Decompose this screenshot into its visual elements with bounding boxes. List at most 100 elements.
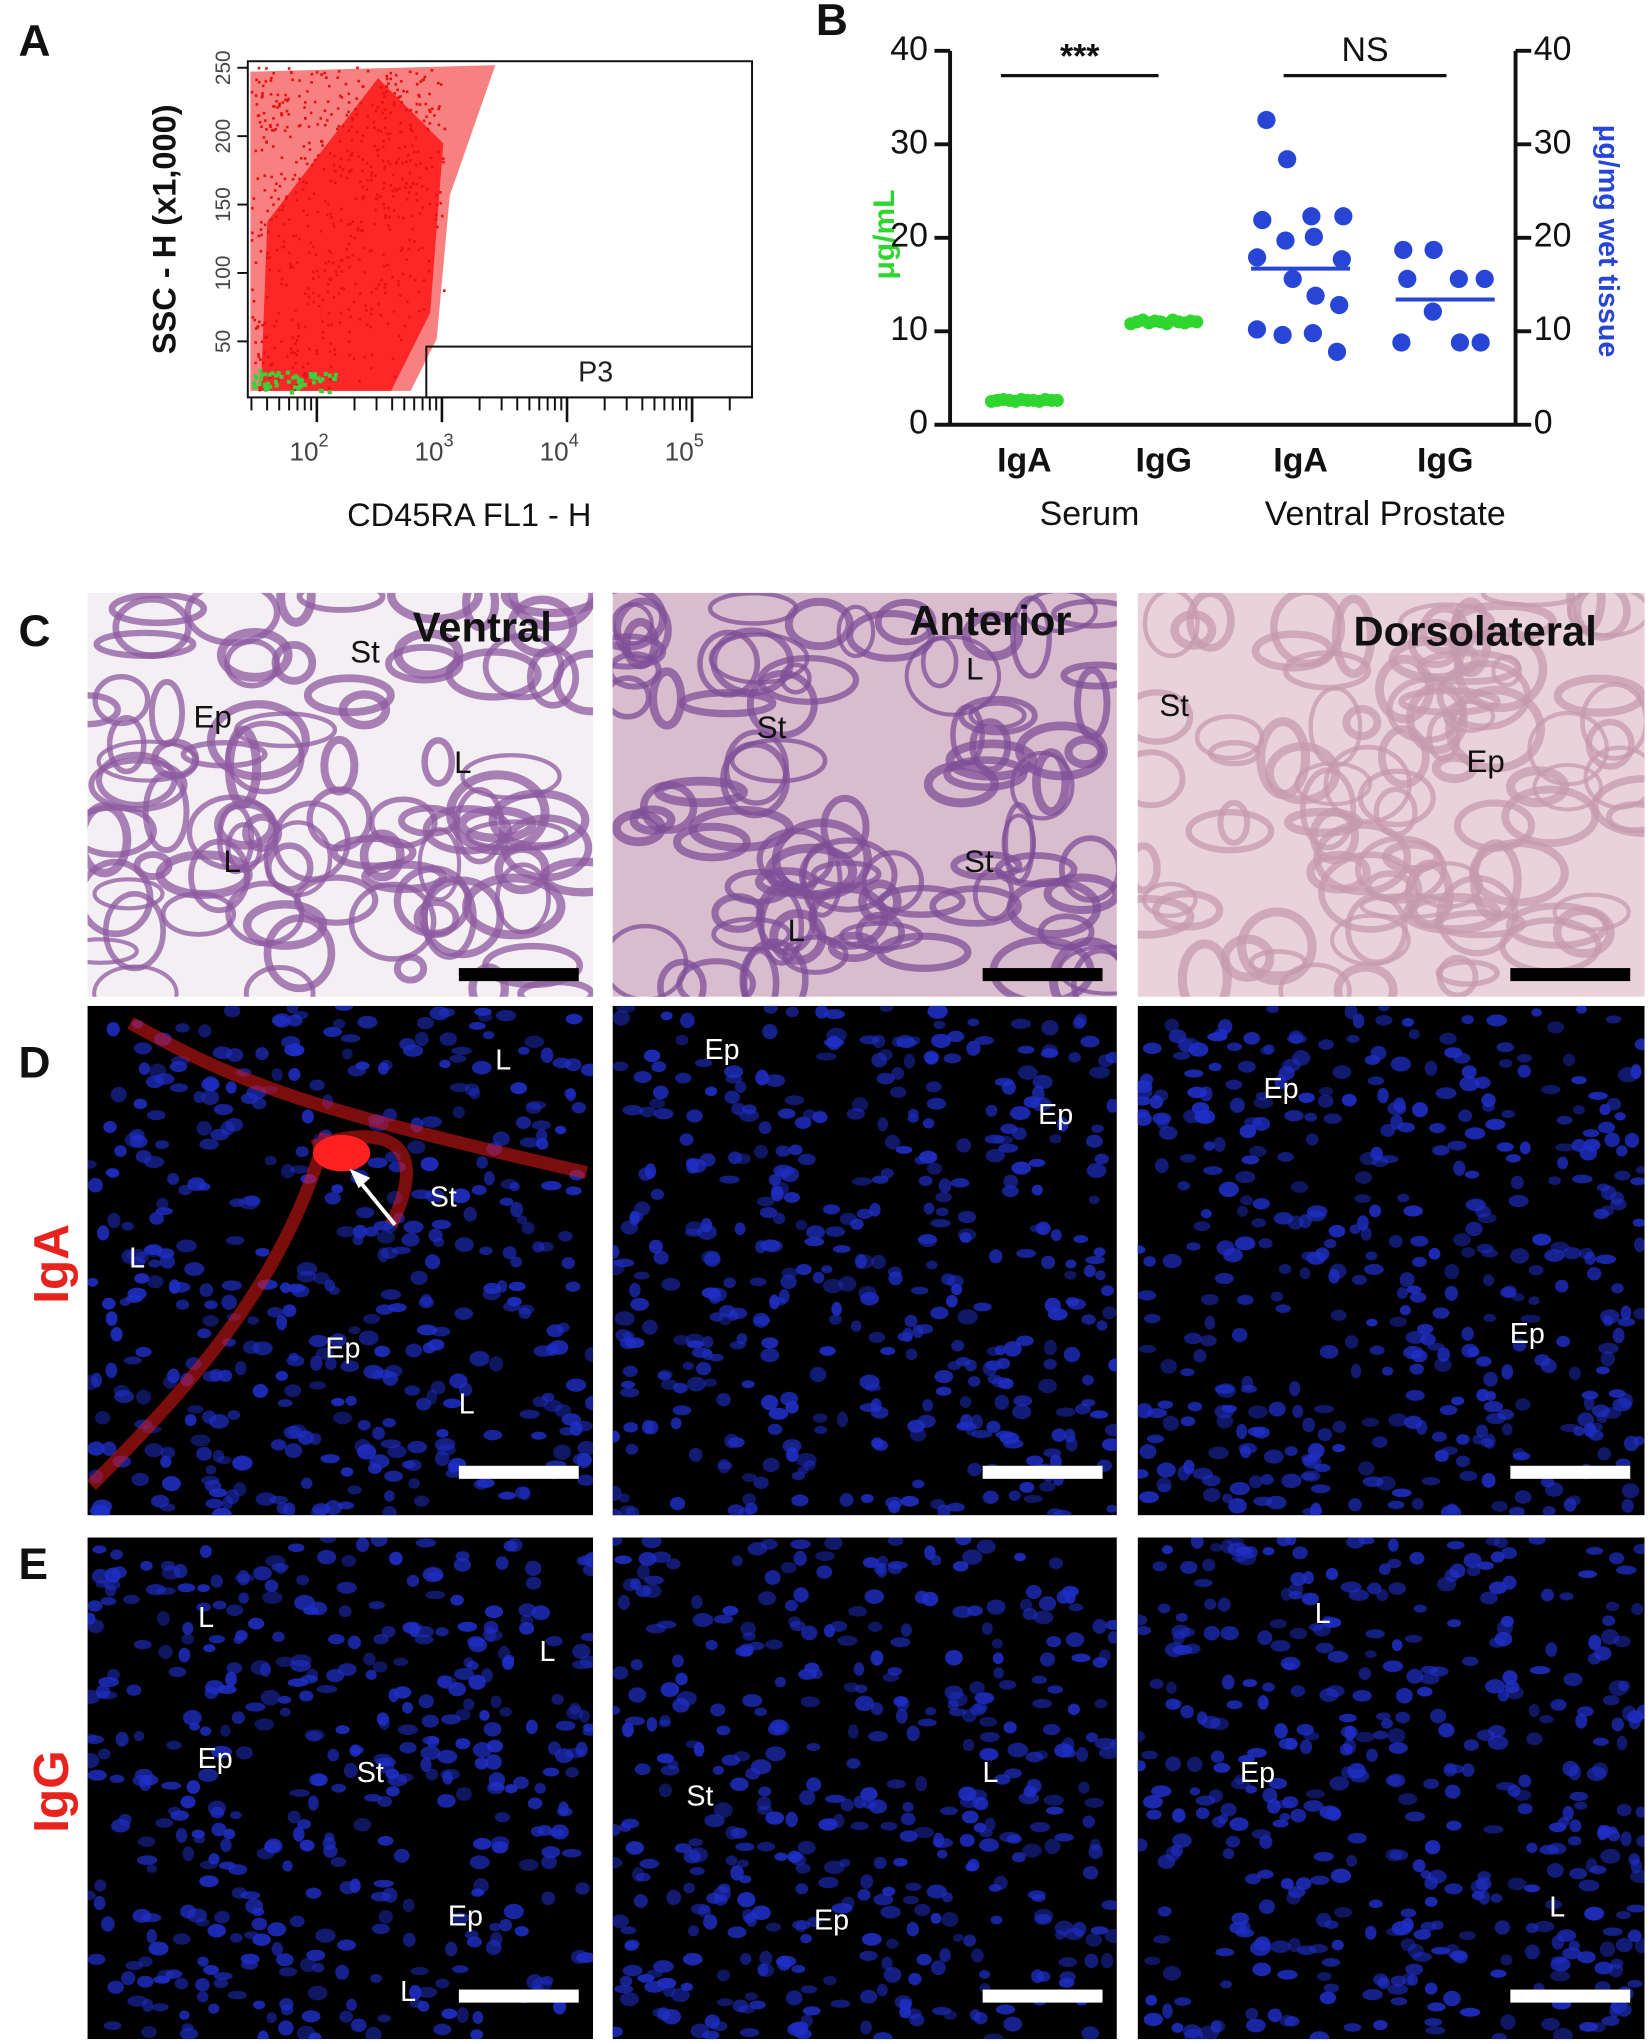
nucleus	[355, 1207, 375, 1219]
nucleus	[1428, 1247, 1441, 1260]
nucleus	[1343, 2023, 1362, 2032]
nucleus	[756, 1196, 775, 1207]
nucleus	[223, 1005, 241, 1018]
event-dot	[293, 173, 297, 177]
nucleus	[156, 1197, 169, 1211]
nucleus	[358, 1330, 379, 1346]
nucleus	[1409, 1363, 1424, 1375]
nucleus	[417, 2000, 430, 2012]
event-dot	[334, 270, 338, 274]
nucleus	[1550, 1698, 1567, 1711]
nucleus	[890, 1637, 911, 1648]
nucleus	[1464, 1170, 1480, 1179]
nucleus	[669, 1496, 686, 1511]
nucleus	[1266, 1005, 1279, 1013]
nucleus	[1575, 1713, 1588, 1729]
nucleus	[887, 1666, 903, 1676]
nucleus	[896, 1037, 918, 1048]
event-dot	[349, 170, 352, 173]
nucleus	[242, 1340, 260, 1355]
nucleus	[1195, 1807, 1210, 1820]
nucleus	[937, 1504, 951, 1516]
nucleus	[1595, 1254, 1617, 1265]
nucleus	[1094, 1699, 1108, 1709]
event-dot	[280, 172, 283, 176]
nucleus	[903, 1895, 919, 1905]
event-dot	[285, 109, 289, 113]
tissue-structure	[87, 937, 139, 965]
nucleus	[550, 1824, 569, 1840]
nucleus	[510, 1256, 523, 1268]
nucleus	[985, 1148, 1006, 1163]
event-dot	[398, 294, 402, 297]
nucleus	[750, 1759, 772, 1775]
event-dot	[256, 114, 260, 118]
nucleus	[1033, 1610, 1054, 1625]
nucleus	[561, 1848, 582, 1858]
tissue-structure	[1405, 683, 1468, 755]
nucleus	[660, 1682, 680, 1698]
nucleus	[555, 1720, 576, 1731]
nucleus	[363, 1364, 384, 1379]
nucleus	[1425, 2026, 1446, 2035]
nucleus	[1106, 1504, 1117, 1513]
nucleus	[565, 1281, 581, 1292]
nucleus	[1323, 1113, 1342, 1124]
nucleus	[708, 1288, 722, 1304]
tissue-structure	[460, 753, 562, 800]
event-dot	[275, 99, 278, 103]
nucleus	[900, 1812, 916, 1826]
nucleus	[1476, 1243, 1494, 1254]
nucleus	[287, 1810, 301, 1824]
event-dot	[400, 131, 404, 134]
nucleus	[425, 1590, 446, 1600]
nucleus	[962, 1549, 983, 1565]
event-dot	[277, 197, 280, 201]
nucleus	[1281, 1796, 1299, 1809]
tissue-structure	[612, 675, 652, 720]
nucleus	[1444, 1569, 1459, 1583]
nucleus	[695, 1361, 712, 1376]
nucleus	[880, 1821, 898, 1831]
nucleus	[716, 1998, 734, 2007]
event-dot	[415, 110, 418, 114]
event-dot	[317, 294, 321, 297]
event-dot	[395, 162, 398, 165]
nucleus	[686, 1376, 706, 1392]
event-dot	[374, 197, 378, 200]
nucleus	[1372, 1436, 1388, 1448]
nucleus	[1241, 1375, 1254, 1391]
nucleus	[236, 1746, 253, 1760]
nucleus	[1477, 1870, 1491, 1882]
nucleus	[205, 1498, 224, 1509]
nucleus	[1039, 1652, 1056, 1667]
event-dot	[417, 93, 421, 97]
nucleus	[476, 1156, 488, 1169]
nucleus	[1500, 1954, 1513, 1966]
nucleus	[296, 1262, 318, 1276]
nucleus	[960, 1414, 973, 1428]
event-dot	[305, 213, 309, 217]
event-dot	[261, 323, 264, 327]
nucleus	[1470, 1879, 1489, 1894]
nucleus	[484, 1605, 504, 1619]
event-dot	[408, 70, 412, 74]
tissue-structure	[102, 891, 166, 972]
y-tick-label: 0	[909, 404, 928, 442]
nucleus	[370, 1973, 382, 1983]
event-dot	[391, 173, 395, 177]
nucleus	[197, 1768, 219, 1782]
nucleus	[315, 1347, 334, 1360]
nucleus	[1421, 1477, 1441, 1486]
event-dot	[408, 238, 411, 242]
nucleus	[1137, 1245, 1146, 1254]
event-dot	[327, 203, 330, 206]
nucleus	[342, 1048, 353, 1060]
nucleus	[644, 1163, 657, 1179]
region-label: L	[223, 844, 240, 879]
nucleus	[1576, 1005, 1587, 1014]
region-label: L	[1549, 1891, 1565, 1923]
nucleus	[1300, 1472, 1317, 1481]
nucleus	[105, 1362, 118, 1379]
tissue-structure	[413, 899, 460, 938]
